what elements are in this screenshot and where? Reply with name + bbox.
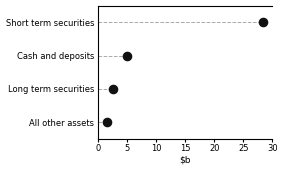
Point [110,88,115,90]
Point [261,21,266,24]
Point [125,54,129,57]
Point [105,121,109,124]
X-axis label: $b: $b [179,155,191,164]
